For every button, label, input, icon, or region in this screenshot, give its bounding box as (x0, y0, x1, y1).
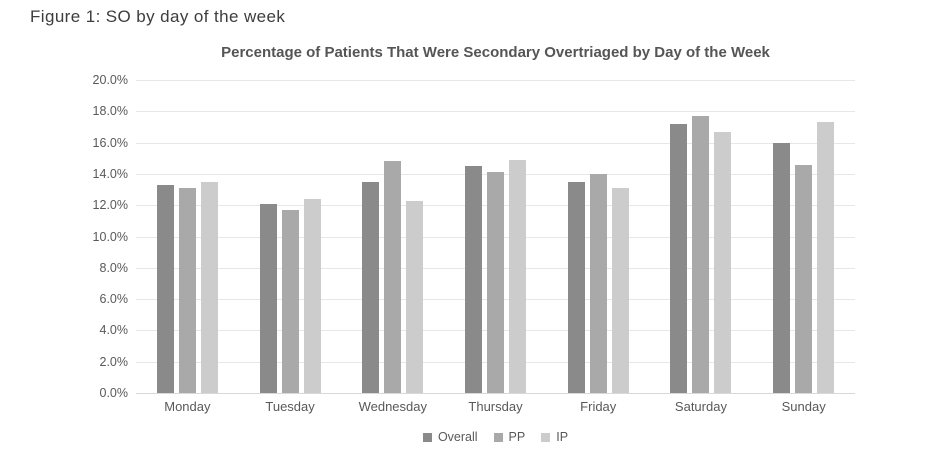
bar-pp-thursday (487, 172, 505, 393)
legend-label: PP (508, 430, 526, 444)
x-tick-label-saturday: Saturday (674, 399, 727, 414)
x-tick-label-monday: Monday (164, 399, 211, 414)
bar-ip-wednesday (406, 200, 424, 393)
bar-pp-tuesday (281, 209, 299, 393)
bar-group-monday (136, 80, 239, 393)
legend-swatch-icon (541, 432, 551, 442)
bar-overall-saturday (670, 123, 688, 393)
y-tick-label: 10.0% (92, 229, 128, 244)
gridline (136, 80, 855, 81)
y-axis-labels: 0.0% 2.0% 4.0% 6.0% 8.0% 10.0% 12.0% 14.0% 16.0%… (58, 73, 129, 400)
bar-pp-saturday (692, 116, 710, 393)
bar-pp-monday (178, 188, 196, 393)
bar-pp-wednesday (384, 161, 402, 393)
figure-caption: Figure 1: SO by day of the week (30, 7, 286, 26)
x-tick-label-friday: Friday (580, 399, 617, 414)
bar-groups (136, 80, 855, 393)
y-tick-label: 8.0% (99, 260, 129, 275)
bar-overall-thursday (465, 166, 483, 393)
bar-group-wednesday (341, 80, 444, 393)
chart-title: Percentage of Patients That Were Seconda… (221, 44, 770, 61)
x-tick-label-wednesday: Wednesday (358, 399, 427, 414)
bar-overall-friday (567, 181, 585, 393)
bar-ip-thursday (509, 159, 527, 393)
bar-group-friday (547, 80, 650, 393)
y-tick-label: 12.0% (92, 198, 128, 213)
bar-group-tuesday (239, 80, 342, 393)
y-tick-label: 16.0% (92, 135, 128, 150)
legend-label: IP (556, 430, 569, 444)
gridline (136, 393, 855, 394)
legend-swatch-icon (493, 432, 503, 442)
bar-ip-saturday (714, 131, 732, 393)
bar-ip-tuesday (303, 198, 321, 393)
legend-item-pp: PP (493, 430, 526, 444)
bar-group-thursday (444, 80, 547, 393)
bar-pp-friday (589, 173, 607, 393)
y-tick-label: 0.0% (99, 386, 129, 400)
legend-item-overall: Overall (422, 430, 478, 444)
y-tick-label: 14.0% (92, 166, 128, 181)
x-axis-labels: Monday Tuesday Wednesday Thursday Friday Satu… (136, 399, 855, 414)
legend-label: Overall (437, 430, 478, 444)
bar-group-sunday (752, 80, 855, 393)
x-tick-label-thursday: Thursday (468, 399, 523, 414)
bar-overall-sunday (773, 142, 791, 393)
y-tick-label: 4.0% (99, 323, 129, 338)
bar-ip-friday (611, 188, 629, 393)
x-tick-label-sunday: Sunday (781, 399, 826, 414)
bar-pp-sunday (795, 164, 813, 393)
gridline (136, 111, 855, 113)
bar-ip-sunday (817, 122, 835, 393)
gridline (136, 142, 855, 144)
y-tick-label: 20.0% (92, 73, 128, 87)
bar-ip-monday (200, 181, 218, 393)
x-tick-label-tuesday: Tuesday (265, 399, 315, 414)
legend: Overall PP IP (136, 430, 855, 444)
legend-item-ip: IP (541, 430, 568, 444)
y-tick-label: 18.0% (92, 104, 128, 119)
y-tick-label: 6.0% (99, 292, 129, 307)
y-tick-label: 2.0% (99, 354, 129, 369)
bar-overall-monday (156, 184, 174, 393)
bar-group-saturday (650, 80, 753, 393)
bar-overall-tuesday (259, 203, 277, 393)
legend-swatch-icon (422, 432, 432, 442)
bar-overall-wednesday (362, 181, 380, 393)
